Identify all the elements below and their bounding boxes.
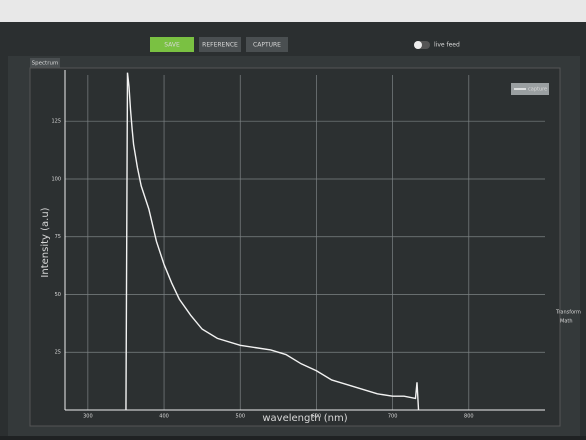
x-tick-label: 700	[388, 414, 398, 420]
x-tick-label: 800	[464, 414, 474, 420]
side-title: Transform	[555, 310, 581, 316]
button-label: SAVE	[164, 42, 180, 49]
legend-label: capture	[528, 87, 547, 93]
button-label: REFERENCE	[202, 42, 238, 49]
side-subtitle: Math	[560, 319, 573, 325]
y-tick-label: 25	[55, 350, 61, 356]
page: SAVE REFERENCE CAPTURE live feed Spectru…	[0, 0, 586, 436]
toggle-knob	[414, 41, 422, 49]
x-axis-label: wavelength (nm)	[262, 413, 347, 424]
x-tick-label: 500	[235, 414, 245, 420]
y-axis-label: Intensity (a.u)	[40, 207, 51, 277]
tab-label: Spectrum	[32, 61, 59, 67]
bezel	[0, 0, 586, 22]
y-tick-label: 100	[51, 176, 61, 182]
y-tick-label: 75	[55, 234, 61, 240]
x-tick-label: 300	[83, 414, 93, 420]
y-tick-label: 50	[55, 292, 61, 298]
x-tick-label: 400	[159, 414, 169, 420]
button-label: CAPTURE	[253, 42, 281, 49]
screen: SAVE REFERENCE CAPTURE live feed Spectru…	[0, 0, 586, 436]
y-tick-label: 125	[51, 119, 61, 125]
toggle-label: live feed	[434, 42, 460, 49]
chart-frame	[30, 68, 560, 426]
